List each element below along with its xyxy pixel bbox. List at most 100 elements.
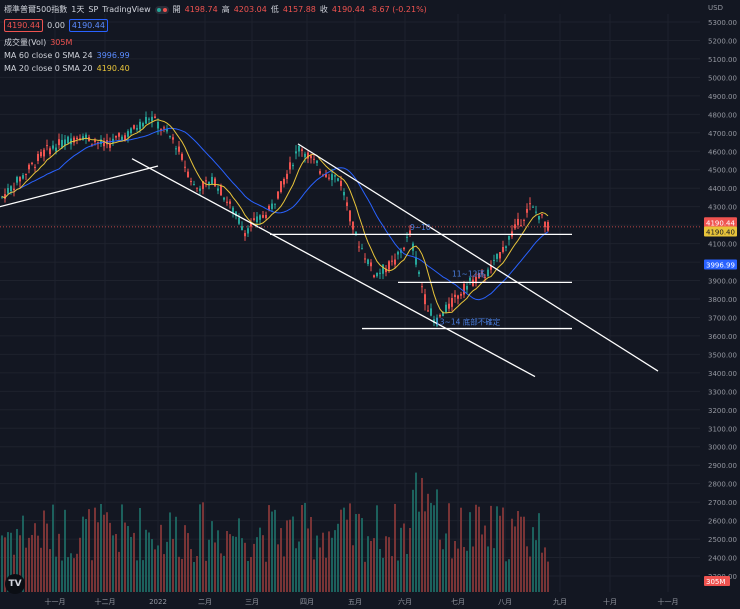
volume-bar [175, 516, 177, 592]
volume-bar [214, 542, 216, 592]
currency-label: USD [708, 4, 723, 12]
candle-body [22, 175, 24, 179]
symbol-name[interactable]: 標準普爾500指數 [4, 5, 68, 14]
candle-body [289, 162, 291, 170]
volume-bar [352, 545, 354, 592]
exchange-label: SP [88, 5, 99, 14]
volume-bar [490, 505, 492, 592]
candle-body [220, 185, 222, 196]
candle-body [439, 315, 441, 317]
volume-bar [355, 514, 357, 592]
candle-body [130, 128, 132, 134]
volume-bar [343, 507, 345, 592]
candle-body [232, 207, 234, 214]
candle-body [340, 180, 342, 187]
candle-body [154, 116, 156, 118]
volume-bar [505, 561, 507, 592]
candle-body [55, 147, 57, 152]
y-tick-label: 3000.00 [708, 444, 737, 452]
candle-body [124, 135, 126, 141]
x-tick-label: 六月 [398, 597, 412, 606]
volume-bar [238, 518, 240, 592]
volume-bar [388, 537, 390, 592]
volume-bar [337, 523, 339, 592]
ma20-price-label: 4190.40 [706, 229, 735, 237]
y-tick-label: 3300.00 [708, 388, 737, 396]
volume-bar [430, 502, 432, 592]
candle-body [427, 310, 429, 312]
ask-box[interactable]: 4190.44 [68, 19, 108, 32]
high-value: 4203.04 [233, 5, 267, 14]
y-tick-label: 4400.00 [708, 185, 737, 193]
candle-body [247, 228, 249, 234]
volume-bar [193, 561, 195, 592]
volume-bar [394, 503, 396, 592]
candle-body [16, 176, 18, 183]
candle-body [253, 218, 255, 221]
candle-body [208, 181, 210, 186]
candle-body [187, 171, 189, 177]
volume-bar [40, 547, 42, 592]
candle-body [31, 162, 33, 164]
volume-bar [547, 561, 549, 592]
tradingview-logo-icon[interactable]: TV [5, 574, 25, 594]
volume-bar [349, 503, 351, 592]
volume-legend[interactable]: 成交量(Vol) 305M [4, 37, 72, 48]
volume-bar [526, 546, 528, 592]
candle-body [376, 272, 378, 277]
candle-body [73, 137, 75, 143]
volume-bar [43, 510, 45, 592]
ma60-legend[interactable]: MA 60 close 0 SMA 24 3996.99 [4, 51, 130, 60]
volume-bar [82, 516, 84, 592]
volume-label: 成交量(Vol) [4, 38, 47, 47]
candle-body [190, 181, 192, 183]
volume-bar [46, 523, 48, 592]
volume-bar [169, 512, 171, 592]
volume-bar [502, 507, 504, 592]
volume-bar [148, 532, 150, 592]
volume-bar [466, 550, 468, 592]
x-tick-label: 十二月 [95, 597, 116, 606]
candle-body [199, 188, 201, 191]
ma20-legend[interactable]: MA 20 close 0 SMA 20 4190.40 [4, 64, 130, 73]
volume-bar [139, 507, 141, 592]
volume-bar [100, 503, 102, 592]
volume-bar [415, 472, 417, 592]
candle-body [283, 178, 285, 185]
high-label: 高 [221, 5, 230, 14]
volume-bar [427, 493, 429, 592]
volume-bar [382, 557, 384, 592]
candle-body [352, 221, 354, 230]
candle-body [226, 201, 228, 203]
last-price-label-bg [704, 217, 737, 228]
candle-body [193, 184, 195, 186]
candle-body [280, 181, 282, 193]
candle-body [310, 155, 312, 159]
volume-bar [31, 534, 33, 592]
volume-bar [448, 503, 450, 592]
bid-box[interactable]: 4190.44 [4, 19, 44, 32]
candle-body [181, 153, 183, 160]
x-tick-label: 九月 [553, 597, 567, 606]
volume-bar [64, 509, 66, 592]
open-value: 4198.74 [184, 5, 218, 14]
volume-bar [325, 557, 327, 592]
candle-body [265, 214, 267, 219]
candle-body [118, 133, 120, 137]
volume-bar [274, 509, 276, 592]
candle-body [424, 294, 426, 305]
volume-bar [103, 514, 105, 592]
candle-body [58, 139, 60, 146]
volume-bar [271, 511, 273, 592]
candle-body [211, 176, 213, 185]
candle-body [256, 216, 258, 223]
volume-bar [16, 528, 18, 592]
volume-bar [436, 489, 438, 592]
candle-body [163, 127, 165, 129]
candle-body [85, 134, 87, 138]
volume-bar [532, 527, 534, 592]
interval-label[interactable]: 1天 [71, 5, 85, 14]
volume-bar [106, 512, 108, 592]
